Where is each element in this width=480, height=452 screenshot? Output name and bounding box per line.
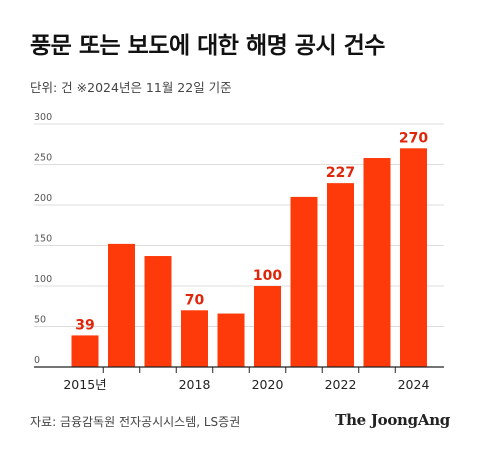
bar	[217, 313, 245, 367]
y-tick-label: 300	[34, 112, 52, 123]
y-tick-label: 200	[34, 193, 52, 204]
x-tick-label: 2022	[325, 377, 357, 392]
x-tick-label: 2020	[252, 377, 284, 392]
chart-title: 풍문 또는 보도에 대한 해명 공시 건수	[30, 33, 385, 59]
brand-logo: The JoongAng	[335, 411, 450, 429]
bar	[400, 148, 427, 367]
data-label: 100	[253, 268, 282, 284]
source-note: 자료: 금융감독원 전자공시시스템, LS증권	[30, 415, 241, 429]
data-label: 39	[75, 317, 94, 333]
bar	[254, 286, 281, 367]
bar	[327, 183, 354, 367]
y-tick-label: 50	[34, 315, 46, 326]
bar	[363, 158, 391, 367]
bar	[144, 256, 172, 367]
x-tick-label: 2018	[179, 377, 211, 392]
x-tick-label: 2015년	[63, 377, 106, 392]
data-label: 270	[399, 130, 428, 146]
data-label: 227	[326, 165, 355, 181]
x-tick-label: 2024	[398, 377, 430, 392]
bar	[290, 196, 318, 367]
unit-note: 단위: 건 ※2024년은 11월 22일 기준	[30, 80, 232, 95]
y-tick-label: 150	[34, 234, 52, 245]
y-tick-label: 100	[34, 274, 52, 285]
bar	[181, 310, 208, 367]
data-label: 70	[185, 292, 205, 308]
y-tick-label: 0	[34, 355, 40, 366]
bar-chart: 0 50 100 150 200 250 300 39 70 100 227 270 2015년 20…	[34, 112, 444, 392]
y-tick-label: 250	[34, 153, 52, 164]
bar	[108, 243, 135, 367]
bar	[71, 335, 99, 367]
